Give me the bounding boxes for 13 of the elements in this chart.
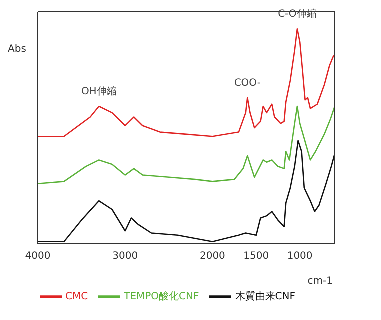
legend-label: CMC <box>66 292 88 303</box>
x-tick-label: 1500 <box>244 251 270 262</box>
legend-label: TEMPO酸化CNF <box>124 292 200 303</box>
annotation: COO- <box>234 78 262 89</box>
x-axis-title: cm-1 <box>308 276 333 287</box>
annotation: OH伸縮 <box>81 86 117 98</box>
x-tick-label: 3000 <box>112 251 138 262</box>
x-tick-label: 4000 <box>25 251 51 262</box>
legend-label: 木質由来CNF <box>235 292 296 303</box>
x-tick-label: 1000 <box>287 251 313 262</box>
y-axis-title: Abs <box>8 44 26 55</box>
x-tick-label: 2000 <box>200 251 226 262</box>
annotation: C-O伸縮 <box>278 8 317 20</box>
